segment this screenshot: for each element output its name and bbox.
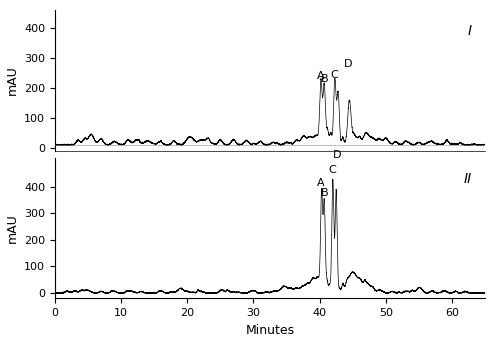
Text: D: D: [332, 151, 341, 160]
Y-axis label: mAU: mAU: [6, 65, 18, 95]
Text: B: B: [320, 187, 328, 198]
Text: C: C: [330, 69, 338, 80]
Text: A: A: [317, 178, 325, 188]
Text: C: C: [328, 165, 336, 175]
Text: B: B: [320, 74, 328, 84]
Text: I: I: [468, 24, 472, 38]
Text: D: D: [344, 59, 352, 69]
X-axis label: Minutes: Minutes: [246, 324, 294, 337]
Text: II: II: [464, 172, 472, 186]
Y-axis label: mAU: mAU: [6, 213, 18, 243]
Text: A: A: [316, 71, 324, 81]
